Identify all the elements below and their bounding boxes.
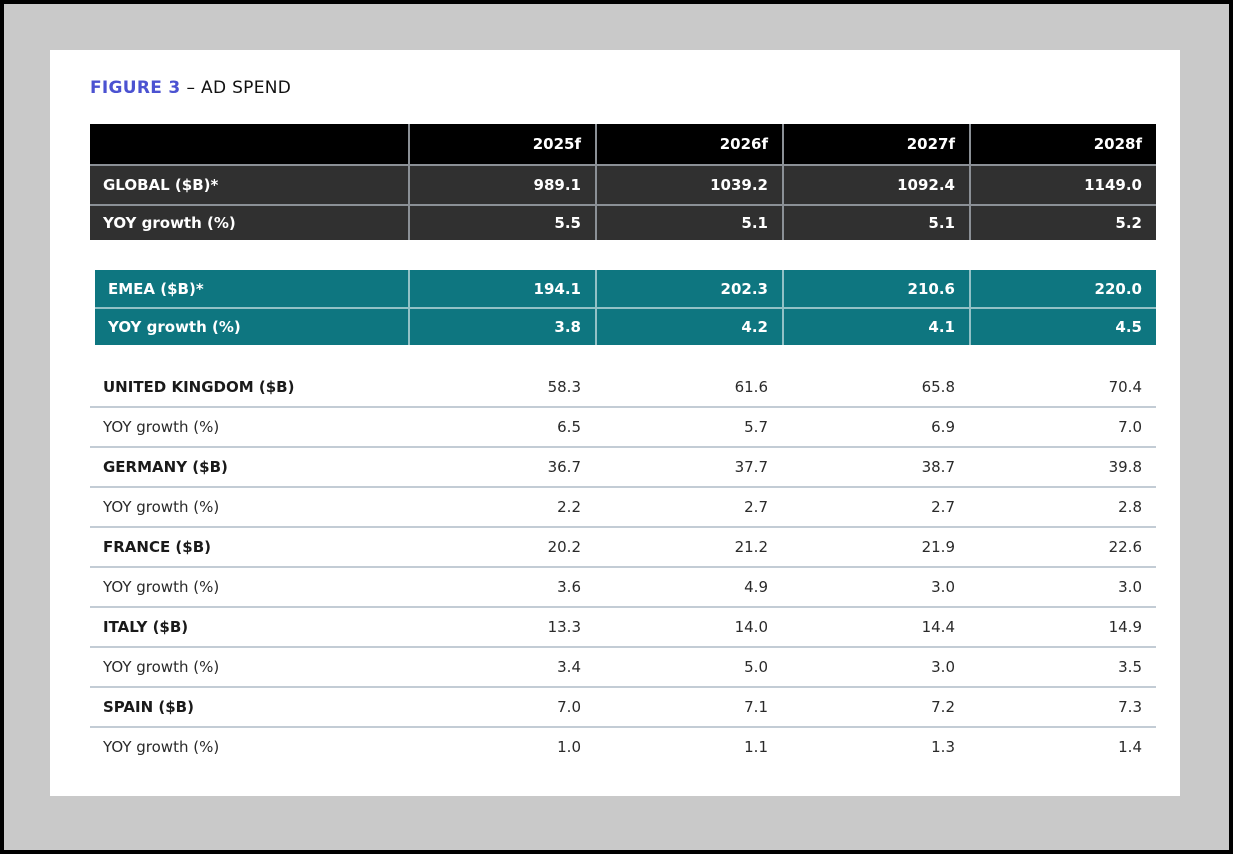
row-value: 3.0	[1118, 578, 1142, 596]
document-card: FIGURE 3– AD SPEND 2025f 2026f 2027f 2028f G…	[50, 50, 1180, 796]
row-value: 2.8	[1118, 498, 1142, 516]
figure-title-text: – AD SPEND	[186, 78, 292, 98]
row-value: 3.5	[1118, 658, 1142, 676]
row-value: 70.4	[1108, 378, 1142, 396]
row-value: 39.8	[1108, 458, 1142, 476]
row-value: 20.2	[547, 538, 581, 556]
row-value: 36.7	[547, 458, 581, 476]
row-label: GLOBAL ($B)*	[103, 176, 219, 194]
row-label: YOY growth (%)	[103, 578, 220, 596]
row-value: 65.8	[921, 378, 955, 396]
table-row: FRANCE ($B) 20.2 21.2 21.9 22.6	[90, 528, 1156, 568]
table-row: YOY growth (%) 3.4 5.0 3.0 3.5	[90, 648, 1156, 688]
row-value: 7.0	[1118, 418, 1142, 436]
row-value: 37.7	[734, 458, 768, 476]
row-value: 4.5	[969, 309, 1156, 345]
row-value: 7.2	[931, 698, 955, 716]
row-label: FRANCE ($B)	[103, 538, 212, 556]
row-value: 5.7	[744, 418, 768, 436]
row-label: YOY growth (%)	[103, 214, 236, 232]
row-value: 38.7	[921, 458, 955, 476]
column-header-year: 2026f	[595, 124, 782, 164]
row-value: 3.0	[931, 658, 955, 676]
row-value: 4.1	[782, 309, 969, 345]
row-value: 2.7	[744, 498, 768, 516]
row-value: 21.2	[734, 538, 768, 556]
table-row: YOY growth (%) 3.8 4.2 4.1 4.5	[95, 307, 1156, 345]
row-value: 3.6	[557, 578, 581, 596]
row-value: 194.1	[408, 270, 595, 307]
table-row: YOY growth (%) 2.2 2.7 2.7 2.8	[90, 488, 1156, 528]
row-label: YOY growth (%)	[103, 658, 220, 676]
row-value: 2.2	[557, 498, 581, 516]
row-label: ITALY ($B)	[103, 618, 189, 636]
row-label: YOY growth (%)	[108, 318, 241, 336]
row-value: 4.9	[744, 578, 768, 596]
row-value: 14.0	[734, 618, 768, 636]
table-row: YOY growth (%) 1.0 1.1 1.3 1.4	[90, 728, 1156, 766]
row-value: 21.9	[921, 538, 955, 556]
column-header-spacer	[90, 124, 408, 164]
row-value: 202.3	[595, 270, 782, 307]
row-value: 3.0	[931, 578, 955, 596]
column-header-year: 2025f	[408, 124, 595, 164]
table-row: GLOBAL ($B)* 989.1 1039.2 1092.4 1149.0	[90, 164, 1156, 204]
row-value: 1149.0	[969, 166, 1156, 204]
row-label: SPAIN ($B)	[103, 698, 194, 716]
row-value: 58.3	[547, 378, 581, 396]
table-row: GERMANY ($B) 36.7 37.7 38.7 39.8	[90, 448, 1156, 488]
row-value: 989.1	[408, 166, 595, 204]
row-value: 7.1	[744, 698, 768, 716]
row-value: 1.1	[744, 738, 768, 756]
figure-number-label: FIGURE 3	[90, 78, 181, 98]
table-row: UNITED KINGDOM ($B) 58.3 61.6 65.8 70.4	[90, 368, 1156, 408]
table-row: SPAIN ($B) 7.0 7.1 7.2 7.3	[90, 688, 1156, 728]
row-value: 220.0	[969, 270, 1156, 307]
table-row: ITALY ($B) 13.3 14.0 14.4 14.9	[90, 608, 1156, 648]
row-value: 22.6	[1108, 538, 1142, 556]
emea-ad-spend-table: EMEA ($B)* 194.1 202.3 210.6 220.0 YOY growth…	[95, 270, 1156, 345]
row-label: YOY growth (%)	[103, 418, 220, 436]
row-label: YOY growth (%)	[103, 738, 220, 756]
row-value: 5.1	[782, 206, 969, 240]
row-value: 5.5	[408, 206, 595, 240]
row-value: 3.8	[408, 309, 595, 345]
column-header-year: 2027f	[782, 124, 969, 164]
row-label: YOY growth (%)	[103, 498, 220, 516]
row-value: 2.7	[931, 498, 955, 516]
row-value: 14.9	[1108, 618, 1142, 636]
countries-ad-spend-table: UNITED KINGDOM ($B) 58.3 61.6 65.8 70.4 YOY g…	[90, 368, 1156, 766]
row-value: 14.4	[921, 618, 955, 636]
row-value: 6.5	[557, 418, 581, 436]
row-value: 1.4	[1118, 738, 1142, 756]
table-row: EMEA ($B)* 194.1 202.3 210.6 220.0	[95, 270, 1156, 307]
table-row: YOY growth (%) 5.5 5.1 5.1 5.2	[90, 204, 1156, 240]
table-row: YOY growth (%) 6.5 5.7 6.9 7.0	[90, 408, 1156, 448]
row-value: 1.0	[557, 738, 581, 756]
row-value: 1.3	[931, 738, 955, 756]
row-value: 5.2	[969, 206, 1156, 240]
row-value: 210.6	[782, 270, 969, 307]
row-value: 7.0	[557, 698, 581, 716]
table-row: YOY growth (%) 3.6 4.9 3.0 3.0	[90, 568, 1156, 608]
row-value: 1039.2	[595, 166, 782, 204]
row-value: 1092.4	[782, 166, 969, 204]
row-value: 3.4	[557, 658, 581, 676]
column-header-row: 2025f 2026f 2027f 2028f	[90, 124, 1156, 164]
row-value: 4.2	[595, 309, 782, 345]
column-header-year: 2028f	[969, 124, 1156, 164]
row-label: EMEA ($B)*	[108, 279, 204, 298]
row-value: 6.9	[931, 418, 955, 436]
row-value: 7.3	[1118, 698, 1142, 716]
row-label: UNITED KINGDOM ($B)	[103, 378, 295, 396]
figure-title: FIGURE 3– AD SPEND	[90, 78, 1180, 98]
row-label: GERMANY ($B)	[103, 458, 228, 476]
row-value: 5.0	[744, 658, 768, 676]
row-value: 61.6	[734, 378, 768, 396]
global-ad-spend-table: 2025f 2026f 2027f 2028f GLOBAL ($B)* 989.1 103…	[90, 124, 1156, 240]
row-value: 13.3	[547, 618, 581, 636]
row-value: 5.1	[595, 206, 782, 240]
